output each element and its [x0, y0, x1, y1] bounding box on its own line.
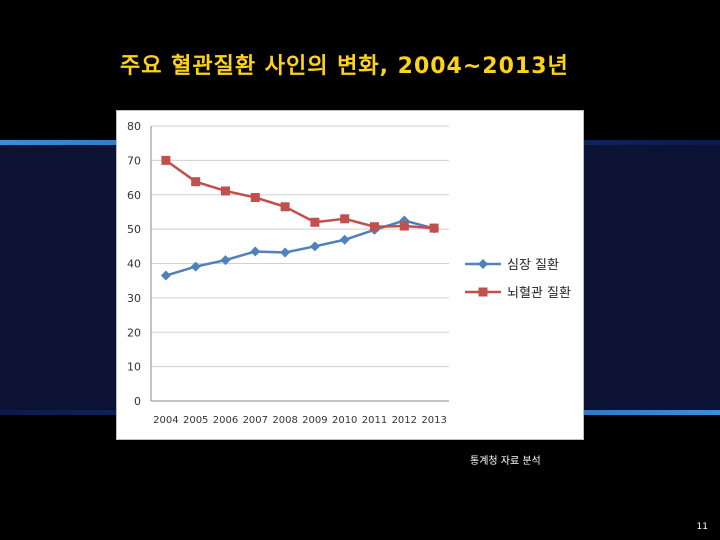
slide-title: 주요 혈관질환 사인의 변화, 2004~2013년 — [120, 54, 569, 79]
chart-canvas: 0 10 20 30 40 50 60 70 80 2004 2005 2006 2007 2008 200… — [127, 120, 571, 426]
series-2-point-2004 — [161, 155, 171, 165]
series-2-point-2009 — [310, 217, 320, 227]
series-2-point-2012 — [399, 221, 409, 231]
y-tick-label-20: 20 — [127, 326, 141, 339]
y-tick-label-80: 80 — [127, 120, 141, 133]
series-1-point-2006 — [220, 255, 231, 266]
x-tick-label-2008: 2008 — [272, 415, 297, 426]
x-tick-label-2010: 2010 — [332, 415, 357, 426]
series-line-2 — [165, 159, 435, 230]
x-tick-label-2005: 2005 — [183, 415, 208, 426]
line-chart: 0 10 20 30 40 50 60 70 80 2004 2005 2006 2007 2008 200… — [116, 110, 584, 440]
y-tick-label-60: 60 — [127, 189, 141, 202]
series-2-point-2010 — [340, 214, 350, 224]
x-tick-label-2004: 2004 — [153, 415, 178, 426]
series-2-point-2006 — [221, 186, 230, 196]
y-tick-label-30: 30 — [127, 292, 141, 305]
y-tick-label-70: 70 — [127, 154, 141, 167]
y-tick-label-50: 50 — [127, 223, 141, 236]
series-2-point-2007 — [250, 193, 260, 202]
series-2-point-2008 — [280, 202, 290, 212]
series-1-point-2004 — [160, 270, 171, 281]
x-tick-label-2012: 2012 — [392, 415, 417, 426]
legend-label-2: 뇌혈관 질환 — [507, 286, 571, 301]
series-2-point-2005 — [191, 177, 201, 187]
x-tick-label-2007: 2007 — [243, 415, 268, 426]
legend-label-1: 심장 질환 — [507, 258, 559, 273]
legend-marker-1 — [478, 259, 488, 269]
series-1-point-2009 — [309, 241, 320, 252]
series-2-point-2013 — [429, 223, 439, 233]
series-2-point-2011 — [370, 222, 379, 232]
x-tick-label-2013: 2013 — [421, 415, 446, 426]
x-tick-label-2006: 2006 — [213, 415, 238, 426]
page-number: 11 — [696, 522, 708, 532]
series-1-point-2005 — [190, 261, 201, 272]
legend-marker-2 — [478, 287, 488, 297]
x-tick-label-2009: 2009 — [302, 415, 327, 426]
source-note: 통계청 자료 분석 — [470, 456, 541, 467]
x-tick-label-2011: 2011 — [362, 415, 387, 426]
series-1-point-2010 — [339, 234, 350, 245]
series-1-point-2007 — [250, 246, 261, 257]
y-tick-label-40: 40 — [127, 258, 141, 271]
y-tick-label-0: 0 — [134, 395, 141, 408]
series-1-point-2008 — [280, 247, 291, 258]
y-tick-label-10: 10 — [127, 361, 141, 374]
